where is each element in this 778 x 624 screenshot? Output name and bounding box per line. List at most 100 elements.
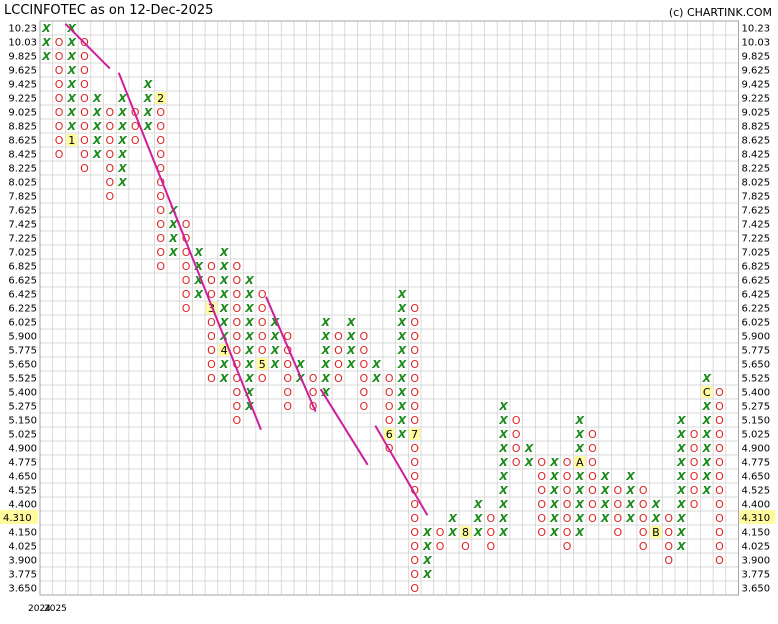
o-mark: O bbox=[537, 512, 546, 525]
o-mark: O bbox=[410, 316, 419, 329]
x-mark: X bbox=[625, 470, 635, 483]
o-mark: O bbox=[283, 330, 292, 343]
o-mark: O bbox=[182, 302, 191, 315]
o-mark: O bbox=[410, 358, 419, 371]
x-mark: X bbox=[702, 470, 712, 483]
o-mark: O bbox=[715, 470, 724, 483]
o-mark: O bbox=[182, 288, 191, 301]
o-mark: O bbox=[233, 274, 242, 287]
month-label: 5 bbox=[259, 358, 266, 371]
y-tick-label-right: 7.625 bbox=[742, 206, 771, 217]
o-mark: O bbox=[563, 526, 572, 539]
y-tick-label-left: 4.525 bbox=[8, 486, 37, 497]
o-mark: O bbox=[385, 414, 394, 427]
o-mark: O bbox=[156, 232, 165, 245]
y-tick-label-right: 9.225 bbox=[742, 94, 771, 105]
x-mark: X bbox=[244, 316, 254, 329]
o-mark: O bbox=[410, 554, 419, 567]
x-mark: X bbox=[321, 316, 331, 329]
o-mark: O bbox=[233, 372, 242, 385]
o-mark: O bbox=[233, 400, 242, 413]
x-mark: X bbox=[625, 484, 635, 497]
o-mark: O bbox=[639, 484, 648, 497]
y-tick-label-left: 5.650 bbox=[8, 360, 37, 371]
x-mark: X bbox=[397, 288, 407, 301]
y-tick-label-left: 6.825 bbox=[8, 262, 37, 273]
x-mark: X bbox=[549, 456, 559, 469]
o-mark: O bbox=[410, 442, 419, 455]
x-mark: X bbox=[625, 512, 635, 525]
o-mark: O bbox=[487, 512, 496, 525]
o-mark: O bbox=[207, 316, 216, 329]
o-mark: O bbox=[258, 302, 267, 315]
o-mark: O bbox=[537, 470, 546, 483]
x-mark: X bbox=[397, 372, 407, 385]
month-label: C bbox=[703, 386, 711, 399]
x-mark: X bbox=[117, 120, 127, 133]
o-mark: O bbox=[131, 134, 140, 147]
o-mark: O bbox=[563, 456, 572, 469]
o-mark: O bbox=[334, 372, 343, 385]
o-mark: O bbox=[55, 92, 64, 105]
y-tick-label-left: 10.23 bbox=[8, 24, 37, 35]
o-mark: O bbox=[715, 526, 724, 539]
x-mark: X bbox=[244, 274, 254, 287]
o-mark: O bbox=[410, 344, 419, 357]
x-mark: X bbox=[625, 498, 635, 511]
o-mark: O bbox=[588, 442, 597, 455]
x-mark: X bbox=[498, 470, 508, 483]
y-tick-label-right: 8.625 bbox=[742, 136, 771, 147]
x-mark: X bbox=[143, 120, 153, 133]
x-mark: X bbox=[600, 484, 610, 497]
x-mark: X bbox=[219, 372, 229, 385]
x-mark: X bbox=[397, 316, 407, 329]
x-mark: X bbox=[117, 176, 127, 189]
o-mark: O bbox=[156, 204, 165, 217]
y-tick-label-left: 8.825 bbox=[8, 122, 37, 133]
current-price-badge-right bbox=[739, 510, 776, 524]
x-mark: X bbox=[168, 232, 178, 245]
o-mark: O bbox=[258, 330, 267, 343]
month-label: 1 bbox=[68, 134, 75, 147]
o-mark: O bbox=[614, 498, 623, 511]
o-mark: O bbox=[233, 414, 242, 427]
o-mark: O bbox=[715, 400, 724, 413]
x-mark: X bbox=[549, 526, 559, 539]
x-mark: X bbox=[219, 316, 229, 329]
y-tick-label-left: 3.775 bbox=[8, 570, 37, 581]
trendline bbox=[265, 296, 317, 412]
x-mark: X bbox=[321, 386, 331, 399]
x-mark: X bbox=[524, 456, 534, 469]
y-tick-label-left: 9.625 bbox=[8, 66, 37, 77]
y-tick-label-left: 7.025 bbox=[8, 248, 37, 259]
o-mark: O bbox=[156, 106, 165, 119]
o-mark: O bbox=[258, 372, 267, 385]
o-mark: O bbox=[588, 456, 597, 469]
x-mark: X bbox=[600, 512, 610, 525]
y-tick-label-right: 5.150 bbox=[742, 416, 771, 427]
trendlines bbox=[64, 23, 429, 516]
x-mark: X bbox=[321, 344, 331, 357]
o-mark: O bbox=[55, 134, 64, 147]
x-mark: X bbox=[270, 358, 280, 371]
o-mark: O bbox=[106, 176, 115, 189]
y-tick-label-left: 9.425 bbox=[8, 80, 37, 91]
o-mark: O bbox=[537, 484, 546, 497]
o-mark: O bbox=[207, 288, 216, 301]
o-mark: O bbox=[334, 330, 343, 343]
o-mark: O bbox=[283, 358, 292, 371]
x-mark: X bbox=[422, 526, 432, 539]
x-mark: X bbox=[244, 330, 254, 343]
month-label-bg bbox=[66, 134, 78, 146]
o-mark: O bbox=[690, 442, 699, 455]
x-mark: X bbox=[397, 358, 407, 371]
o-mark: O bbox=[410, 484, 419, 497]
x-mark: X bbox=[219, 246, 229, 259]
x-mark: X bbox=[371, 372, 381, 385]
x-mark: X bbox=[702, 442, 712, 455]
y-tick-label-right: 10.23 bbox=[742, 24, 771, 35]
x-mark: X bbox=[92, 120, 102, 133]
y-tick-label-right: 5.900 bbox=[742, 332, 771, 343]
y-tick-label-right: 6.425 bbox=[742, 290, 771, 301]
